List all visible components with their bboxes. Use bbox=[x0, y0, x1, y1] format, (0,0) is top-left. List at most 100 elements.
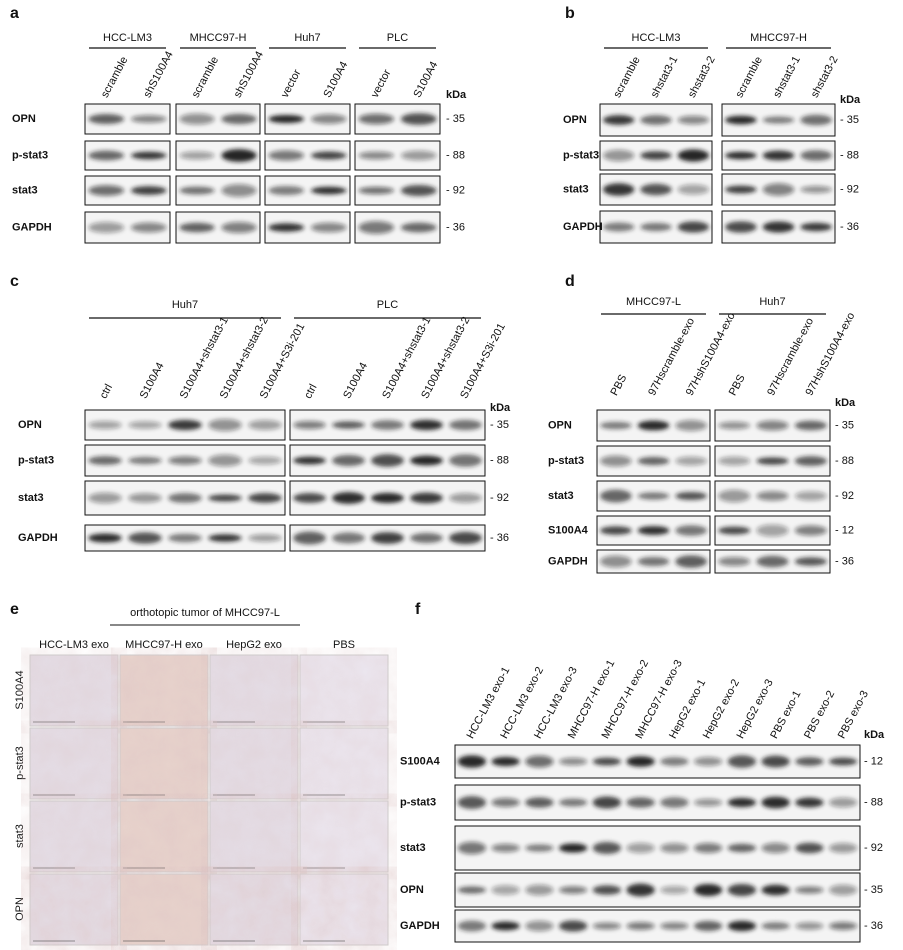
row-label: p-stat3 bbox=[12, 149, 48, 161]
lane-label: PBS exo-1 bbox=[768, 689, 803, 741]
lane-label: PBS bbox=[608, 373, 629, 398]
band bbox=[640, 222, 672, 232]
band bbox=[293, 493, 326, 503]
bands bbox=[600, 455, 707, 467]
ihc-texture bbox=[120, 728, 208, 799]
blot bbox=[454, 784, 861, 821]
bands bbox=[358, 113, 437, 125]
band bbox=[525, 797, 554, 808]
band bbox=[88, 222, 125, 233]
band bbox=[660, 797, 689, 808]
band bbox=[762, 150, 795, 161]
band bbox=[371, 420, 404, 430]
band bbox=[248, 534, 282, 542]
band bbox=[208, 534, 242, 542]
band bbox=[761, 755, 790, 768]
band bbox=[677, 149, 710, 162]
band bbox=[449, 454, 482, 467]
band bbox=[637, 420, 670, 431]
row-label: stat3 bbox=[12, 184, 38, 196]
band bbox=[221, 113, 257, 125]
band bbox=[332, 492, 365, 504]
bands bbox=[600, 525, 707, 536]
lane-label: S100A4 bbox=[321, 60, 350, 100]
panel-label: f bbox=[415, 601, 421, 618]
row-label: stat3 bbox=[14, 824, 26, 848]
band bbox=[626, 922, 655, 930]
band bbox=[795, 886, 824, 894]
band bbox=[525, 884, 554, 896]
band bbox=[756, 457, 789, 465]
bands bbox=[358, 150, 437, 161]
bands bbox=[457, 755, 858, 768]
blot bbox=[454, 872, 861, 908]
band bbox=[795, 757, 824, 766]
bands bbox=[293, 492, 482, 504]
ihc-texture bbox=[210, 728, 298, 799]
row-label: p-stat3 bbox=[563, 149, 599, 161]
size-marker: - 36 bbox=[490, 532, 509, 544]
size-marker: - 35 bbox=[835, 419, 854, 431]
band bbox=[637, 456, 670, 466]
band bbox=[756, 491, 789, 501]
band bbox=[128, 532, 162, 544]
band bbox=[221, 149, 257, 162]
bands bbox=[358, 184, 437, 197]
band bbox=[449, 493, 482, 503]
unit-label: kDa bbox=[835, 397, 856, 409]
group-label: MHCC97-H bbox=[750, 32, 807, 44]
band bbox=[718, 489, 751, 503]
row-label: p-stat3 bbox=[18, 454, 54, 466]
band bbox=[675, 420, 707, 431]
band bbox=[626, 842, 655, 854]
band bbox=[794, 456, 827, 466]
band bbox=[677, 221, 710, 233]
band bbox=[592, 885, 622, 895]
band bbox=[410, 492, 443, 504]
band bbox=[677, 115, 710, 125]
band bbox=[693, 921, 723, 931]
group-label: PLC bbox=[387, 32, 408, 44]
row-label: S100A4 bbox=[400, 755, 441, 767]
band bbox=[310, 114, 347, 124]
bands bbox=[600, 555, 707, 568]
band bbox=[592, 842, 622, 854]
group-label: Huh7 bbox=[294, 32, 320, 44]
band bbox=[795, 842, 824, 854]
band bbox=[800, 114, 832, 126]
band bbox=[358, 113, 395, 125]
bands bbox=[457, 920, 858, 932]
size-marker: - 35 bbox=[446, 113, 465, 125]
band bbox=[675, 456, 707, 466]
band bbox=[727, 883, 757, 897]
band bbox=[457, 755, 487, 768]
group-label: HCC-LM3 bbox=[632, 32, 681, 44]
band bbox=[725, 151, 757, 160]
column-header: HCC-LM3 exo bbox=[39, 639, 109, 651]
bands bbox=[88, 492, 282, 504]
group-label: Huh7 bbox=[759, 296, 785, 308]
band bbox=[761, 796, 790, 809]
bands bbox=[718, 555, 827, 568]
band bbox=[208, 418, 242, 432]
band bbox=[371, 532, 404, 544]
group-label: PLC bbox=[377, 299, 398, 311]
band bbox=[457, 841, 487, 855]
band bbox=[558, 920, 588, 932]
band bbox=[693, 883, 723, 897]
band bbox=[268, 150, 305, 161]
row-label: p-stat3 bbox=[548, 455, 584, 467]
ihc-texture bbox=[30, 801, 118, 872]
lane-label: shS100A4 bbox=[141, 49, 175, 99]
band bbox=[762, 116, 795, 124]
band bbox=[179, 222, 215, 233]
band bbox=[637, 492, 670, 500]
bands bbox=[718, 524, 827, 537]
bands bbox=[179, 221, 257, 234]
band bbox=[727, 755, 757, 768]
band bbox=[600, 421, 632, 430]
band bbox=[794, 557, 827, 566]
band bbox=[491, 756, 520, 767]
ihc-texture bbox=[300, 728, 388, 799]
